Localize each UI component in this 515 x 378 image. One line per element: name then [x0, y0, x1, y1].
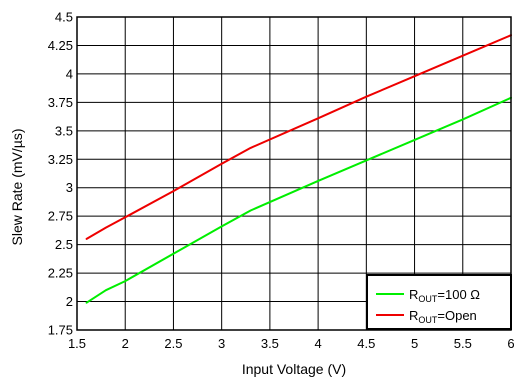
x-tick-label: 4.5	[357, 336, 375, 351]
series-lines	[85, 34, 512, 304]
y-tick-label: 2.25	[48, 266, 73, 281]
x-tick-label: 1.5	[68, 336, 86, 351]
x-tick-label: 4	[314, 336, 321, 351]
y-axis-title: Slew Rate (mV/µs)	[9, 129, 25, 246]
legend-box	[366, 274, 512, 330]
y-tick-label: 2.75	[48, 209, 73, 224]
y-tick-label: 3	[66, 180, 73, 195]
legend-label-100ohm: ROUT=100 Ω	[409, 287, 480, 304]
y-tick-label: 1.75	[48, 323, 73, 338]
series-line-1	[85, 34, 512, 240]
x-tick-label: 5.5	[454, 336, 472, 351]
legend-label-open: ROUT=Open	[409, 308, 477, 325]
y-tick-label: 3.5	[55, 123, 73, 138]
x-tick-label: 5	[411, 336, 418, 351]
y-tick-label: 3.25	[48, 152, 73, 167]
plot-frame	[76, 16, 512, 331]
y-tick-label: 2.5	[55, 237, 73, 252]
y-tick-label: 3.75	[48, 95, 73, 110]
y-tick-labels: 1.75 2 2.25 2.5 2.75 3 3.25 3.5 3.75 4 4.25 4.5	[48, 10, 73, 338]
y-tick-label: 4.5	[55, 10, 73, 25]
x-axis-title: Input Voltage (V)	[242, 361, 346, 377]
series-line-0	[85, 96, 512, 304]
x-tick-label: 3.5	[261, 336, 279, 351]
y-tick-label: 2	[66, 294, 73, 309]
x-tick-label: 6	[507, 336, 514, 351]
y-tick-label: 4.25	[48, 38, 73, 53]
x-tick-label: 3	[218, 336, 225, 351]
legend: ROUT=100 Ω ROUT=Open	[366, 274, 512, 330]
x-tick-label: 2	[122, 336, 129, 351]
x-tick-labels: 1.5 2 2.5 3 3.5 4 4.5 5 5.5 6	[68, 336, 515, 351]
x-tick-label: 2.5	[164, 336, 182, 351]
y-tick-label: 4	[66, 66, 73, 81]
